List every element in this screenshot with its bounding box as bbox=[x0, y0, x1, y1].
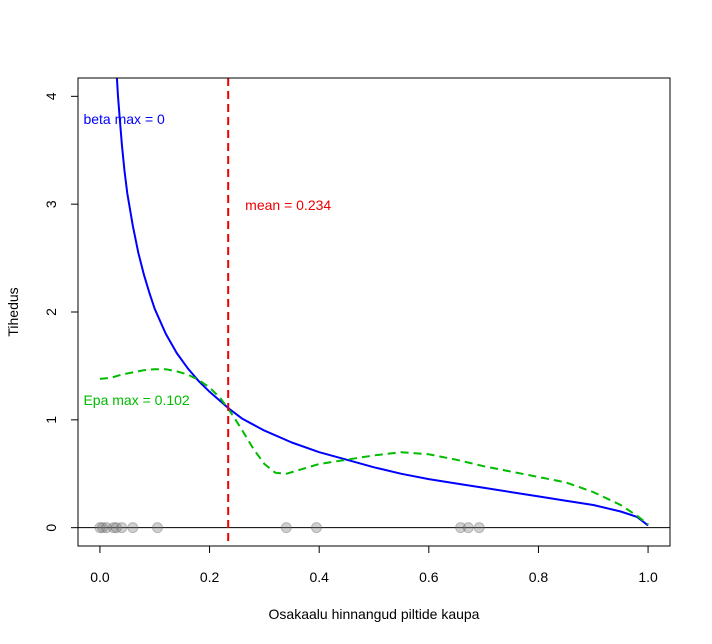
y-axis-label: Tihedus bbox=[5, 287, 21, 336]
observation-point bbox=[101, 522, 113, 534]
observation-point bbox=[110, 522, 122, 534]
x-axis: 0.0 0.2 0.4 0.6 0.8 1.0 bbox=[90, 546, 658, 585]
x-tick-label: 0.0 bbox=[90, 569, 110, 585]
x-tick-label: 1.0 bbox=[638, 569, 658, 585]
x-tick-label: 0.8 bbox=[529, 569, 549, 585]
y-tick-label: 3 bbox=[43, 200, 59, 208]
x-axis-label: Osakaalu hinnangud piltide kaupa bbox=[269, 606, 480, 622]
x-tick-label: 0.6 bbox=[419, 569, 439, 585]
epa-max-annotation: Epa max = 0.102 bbox=[83, 392, 189, 408]
epa-density-line bbox=[99, 368, 649, 526]
observation-point bbox=[116, 522, 128, 534]
x-tick-label: 0.2 bbox=[200, 569, 220, 585]
observation-point bbox=[473, 522, 485, 534]
y-tick-label: 4 bbox=[43, 92, 59, 100]
observation-point bbox=[280, 522, 292, 534]
observation-point bbox=[127, 522, 139, 534]
observation-point bbox=[310, 522, 322, 534]
observation-point bbox=[455, 522, 467, 534]
annotations: beta max = 0 mean = 0.234 Epa max = 0.102 bbox=[83, 111, 331, 408]
y-axis: 0 1 2 3 4 bbox=[43, 92, 78, 532]
plot-content bbox=[78, 78, 670, 546]
y-tick-label: 2 bbox=[43, 308, 59, 316]
observation-point bbox=[97, 522, 109, 534]
beta-max-annotation: beta max = 0 bbox=[83, 111, 165, 127]
observation-point bbox=[151, 522, 163, 534]
observation-point bbox=[108, 522, 120, 534]
observation-point bbox=[462, 522, 474, 534]
observation-point bbox=[94, 522, 106, 534]
beta-density-line bbox=[115, 78, 649, 527]
y-tick-label: 0 bbox=[43, 524, 59, 532]
mean-annotation: mean = 0.234 bbox=[245, 197, 331, 213]
x-tick-label: 0.4 bbox=[309, 569, 329, 585]
plot-area bbox=[78, 78, 670, 546]
y-tick-label: 1 bbox=[43, 416, 59, 424]
